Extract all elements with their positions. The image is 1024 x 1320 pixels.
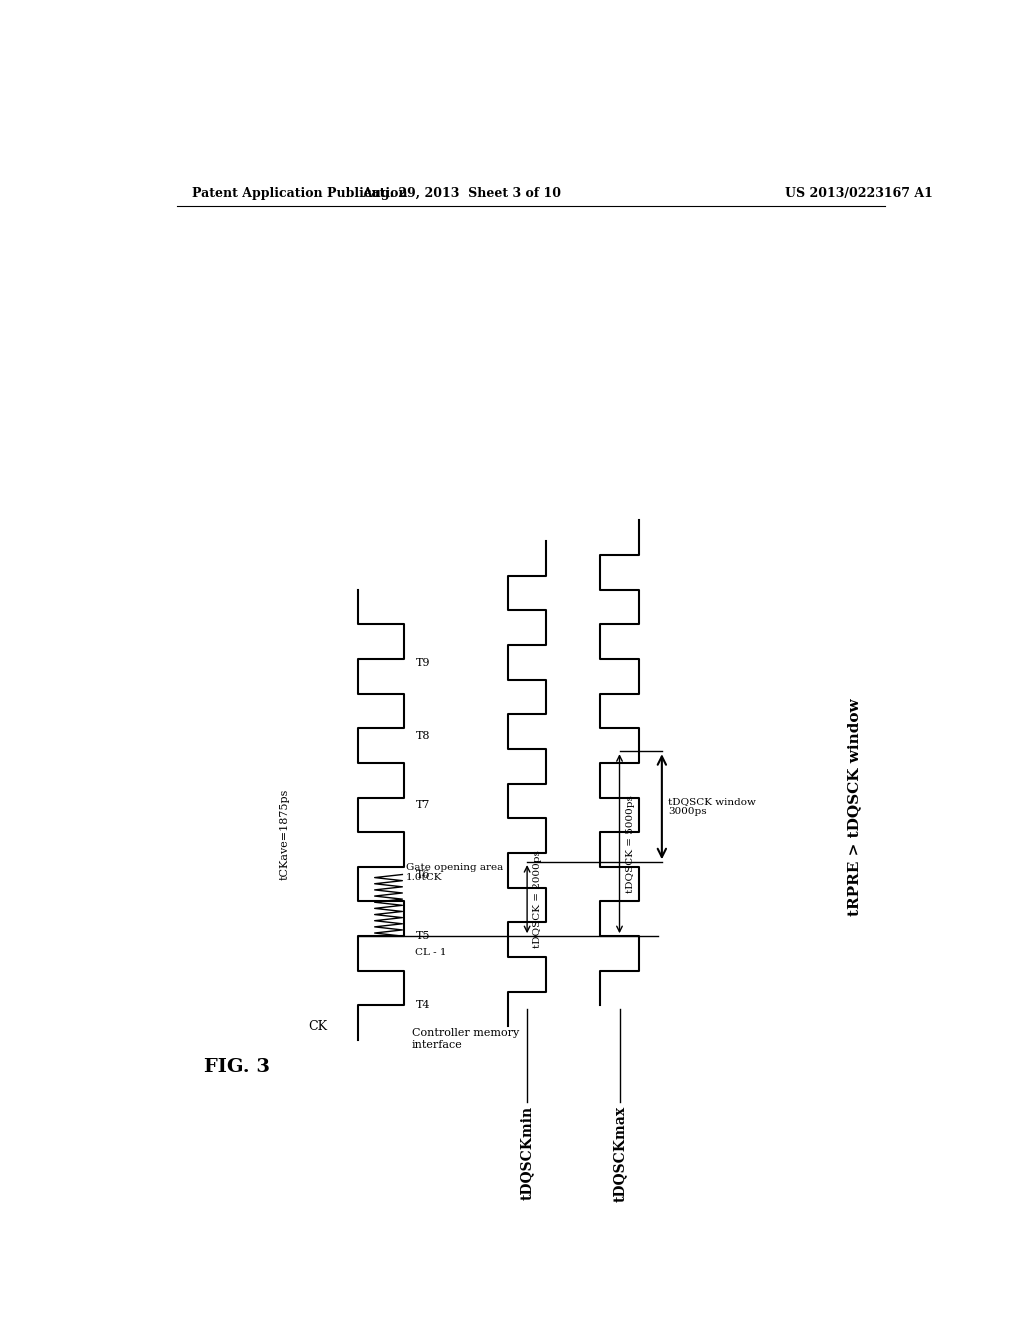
Text: T5: T5 [416, 931, 430, 941]
Text: T6: T6 [416, 870, 430, 879]
Text: US 2013/0223167 A1: US 2013/0223167 A1 [785, 186, 933, 199]
Text: tCKave=1875ps: tCKave=1875ps [280, 788, 290, 879]
Text: T8: T8 [416, 731, 430, 741]
Text: FIG. 3: FIG. 3 [204, 1059, 269, 1076]
Text: tDQSCKmax: tDQSCKmax [612, 1106, 627, 1201]
Text: T7: T7 [416, 800, 430, 810]
Text: CL - 1: CL - 1 [416, 948, 446, 957]
Text: T9: T9 [416, 657, 430, 668]
Text: tDQSCKmin: tDQSCKmin [520, 1106, 535, 1200]
Text: tDQSCK = 5000ps: tDQSCK = 5000ps [626, 795, 635, 892]
Text: T4: T4 [416, 1001, 430, 1010]
Text: tDQSCK window
3000ps: tDQSCK window 3000ps [668, 797, 756, 817]
Text: Gate opening area
1.0tCK: Gate opening area 1.0tCK [407, 863, 504, 882]
Text: Controller memory
interface: Controller memory interface [412, 1028, 519, 1051]
Text: Patent Application Publication: Patent Application Publication [193, 186, 408, 199]
Text: tDQSCK = 2000ps: tDQSCK = 2000ps [534, 850, 543, 948]
Text: CK: CK [308, 1019, 327, 1032]
Text: Aug. 29, 2013  Sheet 3 of 10: Aug. 29, 2013 Sheet 3 of 10 [362, 186, 561, 199]
Text: tRPRE > tDQSCK window: tRPRE > tDQSCK window [848, 698, 861, 916]
